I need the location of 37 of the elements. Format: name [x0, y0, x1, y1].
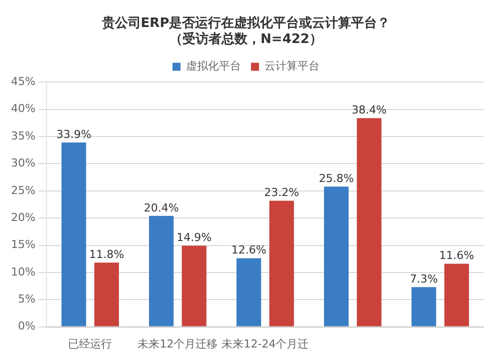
chart-subtitle: （受访者总数，N=422） [170, 30, 322, 47]
y-tick-label: 25% [10, 184, 36, 197]
data-label: 14.9% [176, 231, 212, 244]
legend-label: 云计算平台 [264, 60, 320, 73]
bar [356, 118, 382, 326]
bar [324, 186, 349, 326]
y-tick-label: 0% [18, 320, 36, 333]
chart-title: 贵公司ERP是否运行在虚拟化平台或云计算平台？ [100, 15, 390, 32]
bar [149, 216, 174, 326]
bar [412, 287, 436, 326]
x-tick-label: 已经运行 [68, 337, 112, 350]
y-tick-label: 45% [10, 75, 36, 88]
x-tick-label: 未来12-24个月迁 [222, 337, 309, 350]
y-tick-label: 40% [10, 102, 36, 116]
data-label: 12.6% [231, 244, 266, 257]
data-label: 11.8% [89, 248, 124, 262]
y-tick-label: 10% [10, 265, 36, 278]
bar [269, 200, 294, 326]
data-label: 38.4% [352, 103, 387, 116]
bar [444, 264, 469, 326]
bar [94, 262, 119, 326]
bar [236, 258, 262, 326]
data-label: 25.8% [318, 172, 354, 185]
y-tick-label: 35% [10, 129, 36, 142]
data-label: 33.9% [56, 128, 92, 141]
bar [182, 246, 206, 326]
data-label: 7.3% [410, 272, 438, 286]
y-tick-label: 30% [10, 156, 36, 170]
y-tick-label: 15% [10, 238, 36, 252]
y-tick-label: 5% [18, 292, 36, 306]
data-label: 11.6% [439, 249, 474, 262]
bar [61, 142, 86, 326]
x-tick-label: 未来12个月迁移 [138, 337, 218, 350]
y-tick-label: 20% [10, 210, 36, 224]
legend-label: 虚拟化平台 [186, 60, 241, 73]
data-label: 23.2% [264, 186, 300, 200]
data-label: 20.4% [144, 201, 179, 214]
